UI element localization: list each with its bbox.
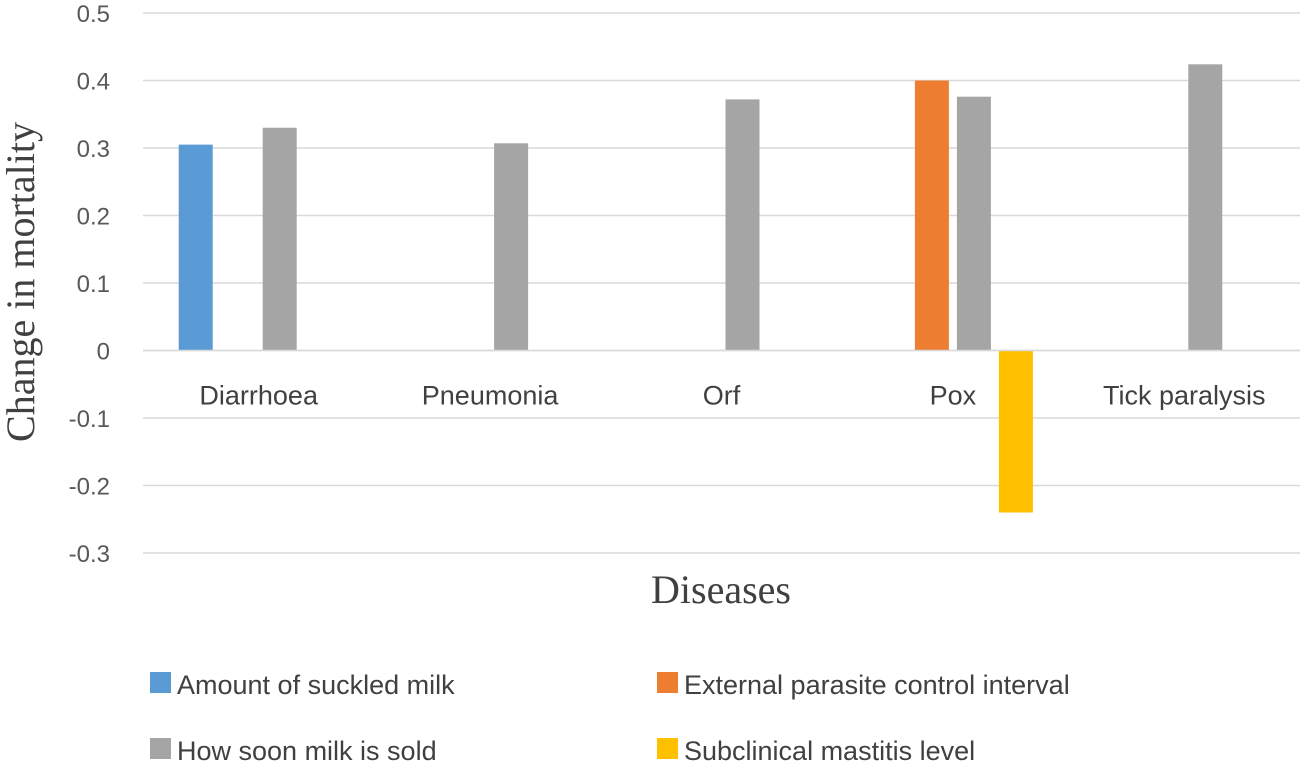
- legend-label: Subclinical mastitis level: [684, 736, 975, 766]
- category-label: Pox: [930, 381, 977, 411]
- bar-diarrhoea-series-2: [263, 128, 297, 351]
- y-tick-label: -0.3: [69, 541, 110, 568]
- y-tick-label: 0: [97, 339, 110, 366]
- bar-pox-series-3: [999, 351, 1033, 513]
- category-label: Orf: [703, 381, 741, 411]
- y-axis-title: Change in mortality: [0, 122, 43, 442]
- x-axis-title: Diseases: [651, 567, 791, 612]
- legend-swatch: [657, 738, 678, 759]
- legend-swatch: [657, 672, 678, 693]
- legend-label: How soon milk is sold: [177, 736, 437, 766]
- y-tick-label: 0.5: [77, 1, 110, 28]
- y-tick-label: 0.1: [77, 271, 110, 298]
- legend: Amount of suckled milk External parasite …: [150, 670, 1070, 766]
- y-tick-label: -0.2: [69, 474, 110, 501]
- y-axis-ticks: 0.5 0.4 0.3 0.2 0.1 0 -0.1 -0.2 -0.3: [69, 1, 110, 568]
- bar-orf-series-2: [726, 99, 760, 350]
- legend-swatch: [150, 672, 171, 693]
- y-tick-label: 0.3: [77, 136, 110, 163]
- bar-pox-series-1: [915, 81, 949, 351]
- category-label: Pneumonia: [422, 381, 560, 411]
- bar-pox-series-2: [957, 97, 991, 351]
- legend-label: External parasite control interval: [684, 670, 1070, 700]
- y-tick-label: 0.2: [77, 204, 110, 231]
- category-labels: Diarrhoea Pneumonia Orf Pox Tick paralysis: [199, 381, 1265, 411]
- bars: [143, 64, 1300, 512]
- bar-pneumonia-series-2: [494, 143, 528, 350]
- y-tick-label: 0.4: [77, 69, 110, 96]
- legend-swatch: [150, 738, 171, 759]
- bar-diarrhoea-series-0: [179, 145, 213, 351]
- bar-tick-paralysis-series-2: [1188, 64, 1222, 350]
- category-label: Tick paralysis: [1103, 381, 1266, 411]
- gridlines: [143, 13, 1300, 553]
- y-tick-label: -0.1: [69, 406, 110, 433]
- category-label: Diarrhoea: [199, 381, 319, 411]
- legend-label: Amount of suckled milk: [177, 670, 455, 700]
- chart: 0.5 0.4 0.3 0.2 0.1 0 -0.1 -0.2 -0.3 Diarrhoea Pn…: [0, 0, 1300, 771]
